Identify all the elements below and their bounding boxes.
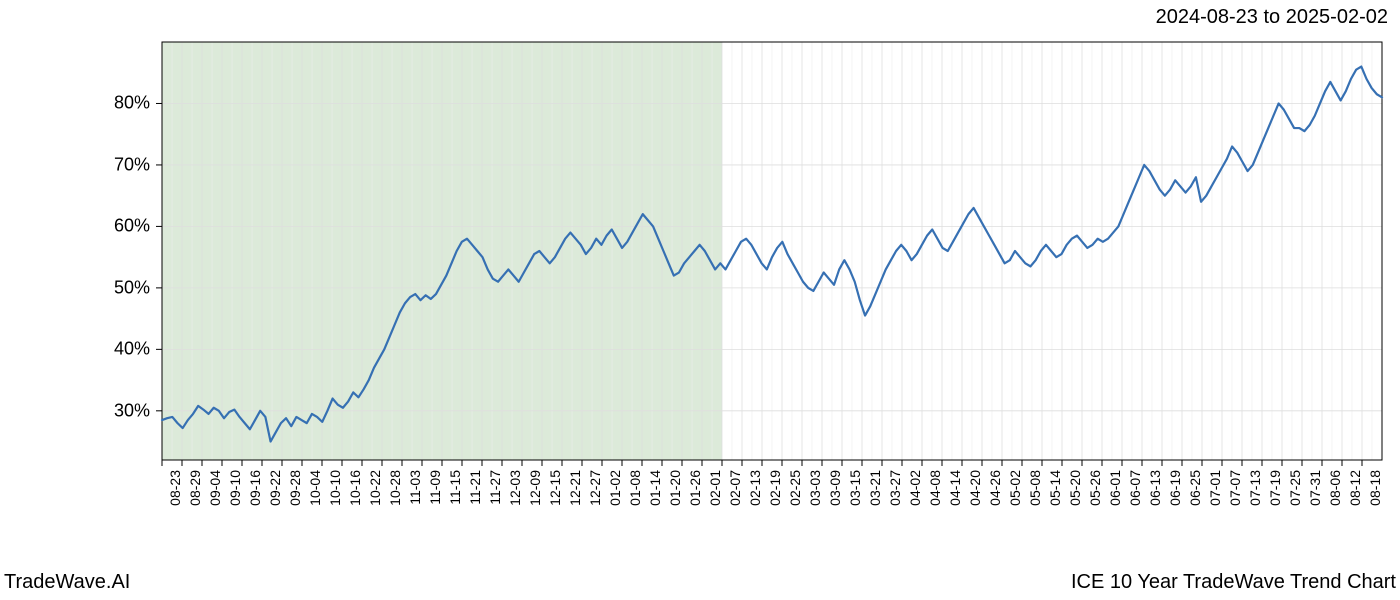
y-tick-label: 80% (0, 93, 150, 114)
x-tick-label: 04-02 (907, 470, 923, 520)
x-tick-label: 07-31 (1307, 470, 1323, 520)
x-tick-label: 10-04 (307, 470, 323, 520)
x-tick-label: 08-29 (187, 470, 203, 520)
x-tick-label: 03-27 (887, 470, 903, 520)
x-tick-label: 03-09 (827, 470, 843, 520)
x-tick-label: 02-19 (767, 470, 783, 520)
x-tick-label: 02-01 (707, 470, 723, 520)
x-tick-label: 12-03 (507, 470, 523, 520)
x-tick-label: 05-20 (1067, 470, 1083, 520)
x-tick-label: 11-21 (467, 470, 483, 520)
x-tick-label: 04-08 (927, 470, 943, 520)
x-tick-label: 06-13 (1147, 470, 1163, 520)
x-tick-label: 12-27 (587, 470, 603, 520)
brand-label: TradeWave.AI (4, 571, 130, 594)
x-tick-label: 11-27 (487, 470, 503, 520)
x-tick-label: 09-22 (267, 470, 283, 520)
x-tick-label: 05-26 (1087, 470, 1103, 520)
x-tick-label: 06-19 (1167, 470, 1183, 520)
x-tick-label: 07-01 (1207, 470, 1223, 520)
chart-title-label: ICE 10 Year TradeWave Trend Chart (1071, 571, 1396, 594)
x-tick-label: 11-15 (447, 470, 463, 520)
x-tick-label: 04-26 (987, 470, 1003, 520)
x-tick-label: 05-08 (1027, 470, 1043, 520)
x-tick-label: 01-02 (607, 470, 623, 520)
x-tick-label: 03-03 (807, 470, 823, 520)
x-tick-label: 11-03 (407, 470, 423, 520)
x-tick-label: 09-04 (207, 470, 223, 520)
y-tick-label: 60% (0, 216, 150, 237)
x-tick-label: 07-13 (1247, 470, 1263, 520)
x-tick-label: 12-09 (527, 470, 543, 520)
x-tick-label: 01-26 (687, 470, 703, 520)
y-tick-label: 50% (0, 277, 150, 298)
x-tick-label: 10-16 (347, 470, 363, 520)
x-tick-label: 07-19 (1267, 470, 1283, 520)
x-tick-label: 10-28 (387, 470, 403, 520)
x-tick-label: 07-25 (1287, 470, 1303, 520)
x-tick-label: 01-14 (647, 470, 663, 520)
x-tick-label: 07-07 (1227, 470, 1243, 520)
x-tick-label: 03-21 (867, 470, 883, 520)
x-tick-label: 11-09 (427, 470, 443, 520)
x-tick-label: 04-14 (947, 470, 963, 520)
x-tick-label: 06-25 (1187, 470, 1203, 520)
x-tick-label: 10-22 (367, 470, 383, 520)
x-tick-label: 01-20 (667, 470, 683, 520)
x-tick-label: 10-10 (327, 470, 343, 520)
x-tick-label: 12-21 (567, 470, 583, 520)
x-tick-label: 09-16 (247, 470, 263, 520)
x-tick-label: 02-13 (747, 470, 763, 520)
y-tick-label: 70% (0, 154, 150, 175)
x-tick-label: 08-23 (167, 470, 183, 520)
x-tick-label: 09-28 (287, 470, 303, 520)
x-tick-label: 12-15 (547, 470, 563, 520)
x-tick-label: 06-01 (1107, 470, 1123, 520)
x-tick-label: 03-15 (847, 470, 863, 520)
x-tick-label: 02-07 (727, 470, 743, 520)
x-tick-label: 02-25 (787, 470, 803, 520)
x-tick-label: 04-20 (967, 470, 983, 520)
date-range-label: 2024-08-23 to 2025-02-02 (1156, 6, 1388, 29)
x-tick-label: 09-10 (227, 470, 243, 520)
trend-chart: 30%40%50%60%70%80% 08-2308-2909-0409-100… (0, 36, 1400, 556)
x-tick-label: 01-08 (627, 470, 643, 520)
y-tick-label: 30% (0, 400, 150, 421)
x-tick-label: 08-06 (1327, 470, 1343, 520)
x-tick-label: 06-07 (1127, 470, 1143, 520)
x-tick-label: 05-14 (1047, 470, 1063, 520)
x-tick-label: 08-18 (1367, 470, 1383, 520)
x-tick-label: 08-12 (1347, 470, 1363, 520)
y-tick-label: 40% (0, 339, 150, 360)
x-tick-label: 05-02 (1007, 470, 1023, 520)
